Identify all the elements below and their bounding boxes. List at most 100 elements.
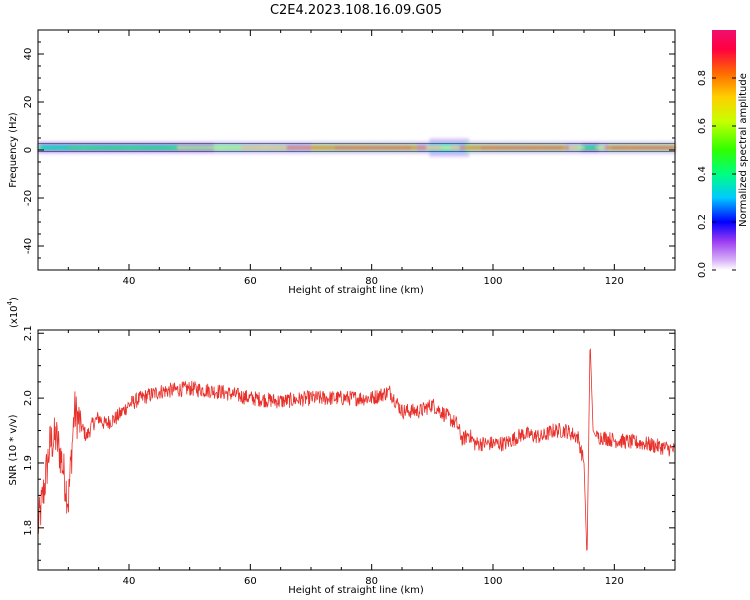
band-core-cell <box>590 146 594 150</box>
snr-line <box>37 348 675 551</box>
band-core-cell <box>174 146 179 150</box>
band-core-cell <box>107 146 112 150</box>
band-core-cell <box>408 146 412 150</box>
band-core-cell <box>556 146 561 150</box>
band-core-cell <box>386 146 391 150</box>
snr-y-tick-label: 2.0 <box>23 390 34 406</box>
spectrogram-x-tick-label: 40 <box>123 276 136 287</box>
band-core-cell <box>244 146 248 150</box>
band-core-cell <box>292 146 297 150</box>
band-core-cell <box>53 146 57 150</box>
band-core-cell <box>426 146 430 150</box>
band-core-cell <box>241 146 245 150</box>
snr-x-tick-label: 100 <box>483 576 502 587</box>
band-core-cell <box>89 146 94 150</box>
band-core-cell <box>383 146 388 150</box>
band-core-cell <box>323 146 327 150</box>
colorbar: 0.0 0.2 0.4 0.6 0.8 Normalized spectral ampl… <box>697 30 749 278</box>
band-core-cell <box>98 146 103 150</box>
band-core-cell <box>122 146 127 150</box>
band-core-cell <box>177 146 182 150</box>
band-core-cell <box>65 146 69 150</box>
snr-series <box>37 348 675 551</box>
band-core-cell <box>286 146 291 150</box>
band-core-cell <box>580 146 585 150</box>
band-core-cell <box>608 146 612 150</box>
band-core-cell <box>447 146 452 150</box>
band-core-cell <box>502 146 506 150</box>
band-core-cell <box>365 146 370 150</box>
band-core-cell <box>562 146 567 150</box>
band-core-cell <box>150 146 154 150</box>
band-core-cell <box>547 146 552 150</box>
band-core-cell <box>423 146 427 150</box>
band-core-cell <box>505 146 509 150</box>
band-core-cell <box>444 146 448 150</box>
band-core-cell <box>411 146 415 150</box>
band-core-cell <box>468 146 473 150</box>
band-core-cell <box>356 146 361 150</box>
band-core-cell <box>265 146 270 150</box>
band-core-cell <box>226 146 230 150</box>
band-core-cell <box>335 146 339 150</box>
band-core-cell <box>274 146 279 150</box>
band-core-cell <box>553 146 558 150</box>
snr-y-tick-label: 2.1 <box>23 325 34 341</box>
spectrogram-x-tick-label: 80 <box>365 276 378 287</box>
band-core-cell <box>56 146 60 150</box>
band-core-cell <box>341 146 345 150</box>
band-core-cell <box>662 146 667 150</box>
band-core-cell <box>483 146 488 150</box>
colorbar-tick-label: 0.6 <box>697 118 708 134</box>
band-core-cell <box>256 146 260 150</box>
band-core-cell <box>320 146 324 150</box>
band-core-cell <box>235 146 239 150</box>
band-core-cell <box>402 146 406 150</box>
band-core-cell <box>471 146 476 150</box>
band-core-cell <box>465 146 470 150</box>
snr-x-tick-label: 120 <box>605 576 624 587</box>
band-core-cell <box>44 146 48 150</box>
band-core-cell <box>271 146 276 150</box>
spectrogram-x-tick-label: 60 <box>244 276 257 287</box>
colorbar-gradient <box>712 30 736 270</box>
band-core-cell <box>129 146 133 150</box>
band-core-cell <box>489 146 494 150</box>
band-core-cell <box>380 146 385 150</box>
band-core-cell <box>113 146 118 150</box>
band-core-cell <box>593 146 597 150</box>
band-core-cell <box>438 146 442 150</box>
snr-x-tick-label: 40 <box>123 576 136 587</box>
band-core-cell <box>529 146 533 150</box>
colorbar-tick-label: 0.2 <box>697 214 708 230</box>
band-core-cell <box>614 146 618 150</box>
band-core-cell <box>62 146 66 150</box>
band-core-cell <box>59 146 63 150</box>
band-core-cell <box>192 146 197 150</box>
band-core-cell <box>213 146 218 150</box>
band-core-cell <box>617 146 621 150</box>
band-core-cell <box>314 146 318 150</box>
band-core-cell <box>474 146 479 150</box>
band-core-cell <box>368 146 373 150</box>
band-core-cell <box>238 146 242 150</box>
band-core-cell <box>147 146 151 150</box>
snr-x-tick-label: 80 <box>365 576 378 587</box>
band-core-cell <box>183 146 188 150</box>
band-core-cell <box>144 146 148 150</box>
band-core-cell <box>392 146 397 150</box>
band-core-cell <box>304 146 309 150</box>
band-core-cell <box>398 146 403 150</box>
band-core-cell <box>195 146 200 150</box>
spectrogram-y-tick-label: 0 <box>23 147 34 153</box>
band-core-cell <box>517 146 521 150</box>
band-core-cell <box>626 146 630 150</box>
band-core-cell <box>420 146 424 150</box>
band-core-cell <box>559 146 564 150</box>
band-core-cell <box>599 146 603 150</box>
band-core-cell <box>317 146 321 150</box>
spectrogram-x-axis-label: Height of straight line (km) <box>288 285 424 296</box>
band-core-cell <box>189 146 194 150</box>
band-core-cell <box>362 146 367 150</box>
